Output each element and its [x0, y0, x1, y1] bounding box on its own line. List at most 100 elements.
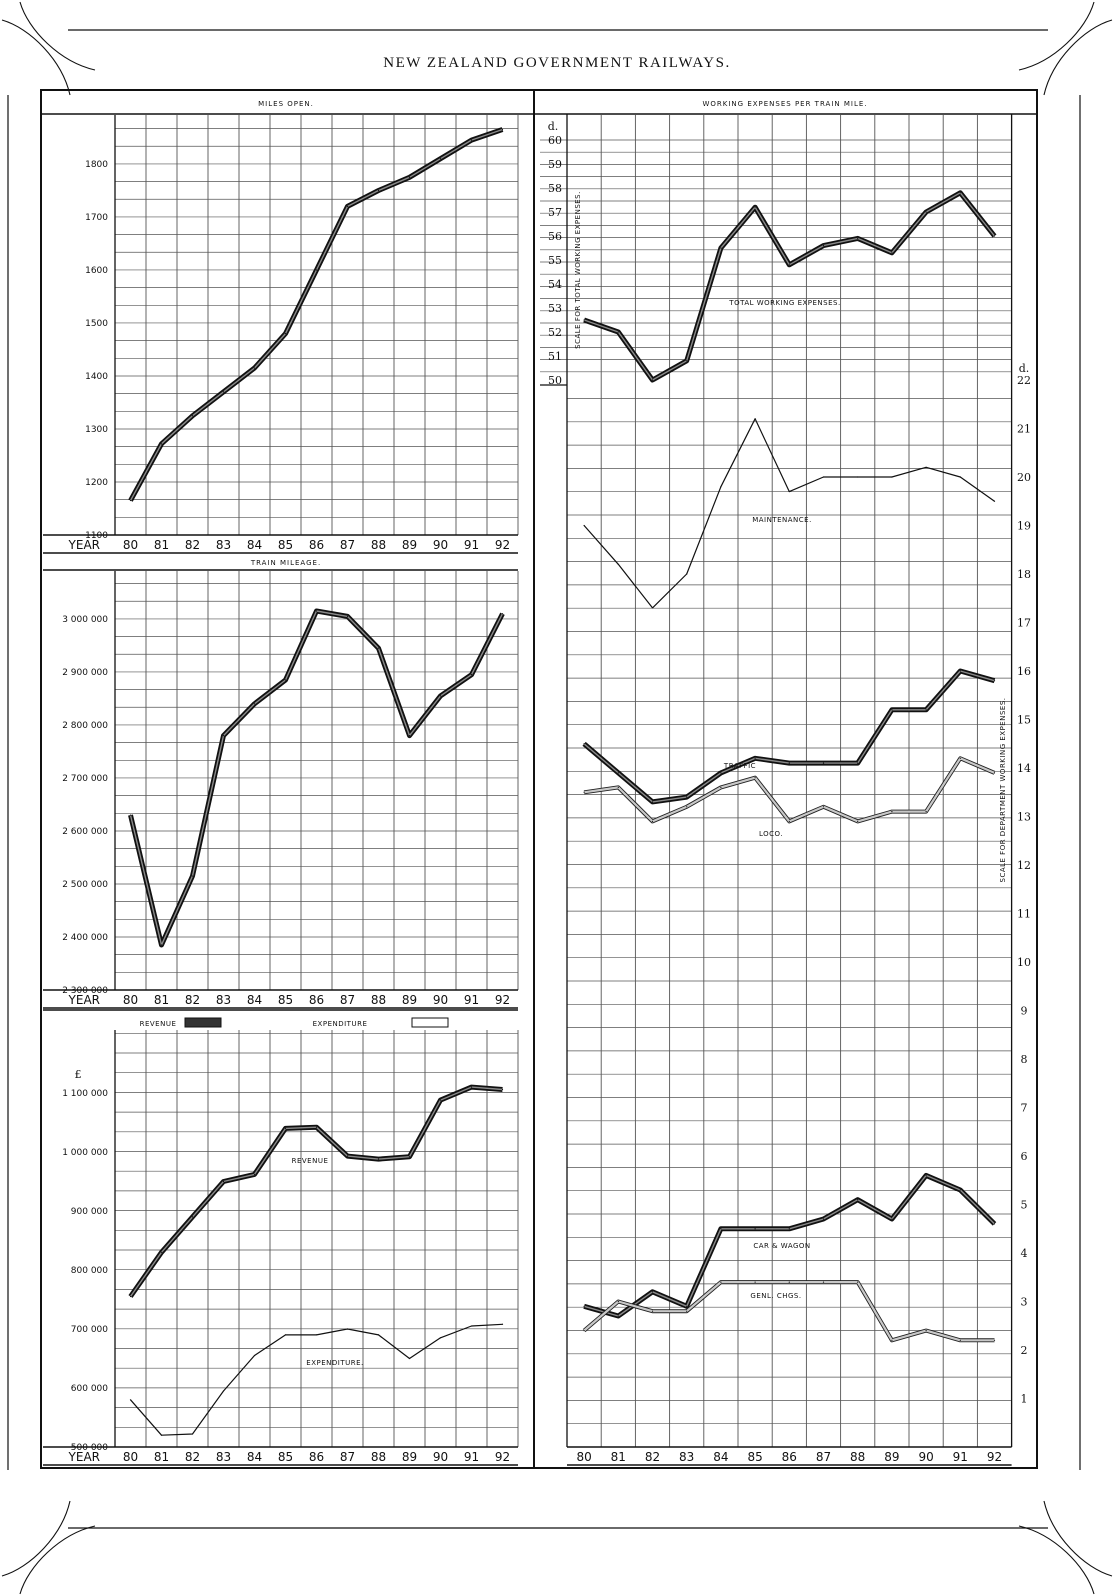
trafficseries-point	[857, 762, 859, 764]
car-wagonseries-point	[583, 1305, 585, 1307]
loco-series-point	[720, 786, 722, 789]
left-scale-tick: 57	[548, 206, 562, 219]
year-tick-label: 82	[185, 1450, 200, 1464]
y-tick-label: 1800	[85, 160, 108, 170]
genl-chgs-series-point	[788, 1281, 790, 1283]
right-scale-tick: 20	[1017, 471, 1031, 484]
year-tick-label: 86	[309, 1450, 324, 1464]
year-axis-label: YEAR	[68, 538, 100, 552]
maintenance-series-point	[925, 466, 927, 468]
train-mileage-series-point	[470, 674, 473, 676]
revenue-series-label: REVENUE	[292, 1157, 329, 1165]
expenditure-series-point	[346, 1328, 349, 1330]
train-mileage-series-point	[129, 814, 132, 816]
total-working-expenses-series-point	[925, 211, 927, 213]
genl-chgs-series-point	[583, 1330, 585, 1332]
revenue-series-point	[284, 1127, 287, 1129]
year-tick-label: 80	[123, 993, 138, 1007]
year-tick-label: 85	[278, 538, 293, 552]
left-scale-tick: 55	[548, 254, 562, 267]
miles-open-series-point	[284, 333, 287, 335]
year-tick-label: 89	[402, 538, 417, 552]
loco-series-point	[822, 806, 825, 808]
loco-series-point	[788, 820, 790, 822]
genl-chgs-series-point	[686, 1310, 688, 1312]
y-tick-label: 800 000	[71, 1266, 108, 1276]
year-tick-label: 89	[402, 993, 417, 1007]
total-working-expenses-series-point	[720, 247, 722, 249]
y-tick-label: 900 000	[71, 1207, 108, 1217]
total-working-expenses-series-point	[754, 206, 756, 208]
trafficseries-point	[959, 670, 961, 672]
maintenance-series-point	[993, 500, 996, 502]
expenditure-series-point	[284, 1334, 287, 1336]
car-wagonseries-point	[959, 1189, 961, 1191]
y-tick-label: 1200	[85, 478, 108, 488]
maintenance-series-point	[754, 418, 756, 420]
revenue-series-point	[315, 1126, 318, 1128]
year-tick-label: 87	[340, 1450, 355, 1464]
year-tick-label: 87	[816, 1450, 831, 1464]
currency-unit: £	[75, 1068, 82, 1081]
chart-title: MILES OPEN.	[258, 100, 314, 108]
miles-open-series-point	[346, 205, 349, 207]
total-working-expenses-series-point	[617, 331, 619, 333]
train-mileage-series-point	[253, 703, 256, 705]
revenue-series-point	[191, 1216, 194, 1218]
revenue-series-point	[346, 1155, 349, 1157]
genl-chgs-series-point	[720, 1281, 722, 1283]
y-tick-label: 2 600 000	[62, 827, 108, 837]
corner-ornament	[1018, 1525, 1095, 1595]
year-tick-label: 92	[987, 1450, 1002, 1464]
y-tick-label: 1500	[85, 319, 108, 329]
year-tick-label: 83	[216, 993, 231, 1007]
car-wagonseries-point	[788, 1228, 790, 1230]
year-tick-label: 84	[247, 1450, 262, 1464]
revenue-series-line-core	[129, 1086, 503, 1297]
left-scale-tick: 58	[548, 182, 562, 195]
left-scale-tick: 51	[548, 350, 562, 363]
trafficseries-point	[651, 801, 654, 803]
expenditure-series-point	[377, 1334, 380, 1336]
total-working-expenses-series-point	[686, 360, 688, 362]
year-tick-label: 91	[464, 993, 479, 1007]
year-tick-label: 82	[645, 1450, 660, 1464]
year-tick-label: 80	[123, 538, 138, 552]
car-wagonseries-point	[993, 1223, 996, 1225]
trafficseries-point	[822, 762, 825, 764]
outer-border	[40, 89, 1038, 1469]
trafficseries-point	[617, 772, 619, 774]
genl-chgs-series-point	[925, 1330, 927, 1332]
loco-series-point	[857, 820, 859, 822]
year-axis-label: YEAR	[68, 1450, 100, 1464]
year-tick-label: 80	[123, 1450, 138, 1464]
year-tick-label: 88	[371, 538, 386, 552]
maintenance-series-point	[720, 486, 722, 488]
maintenance-series-point	[857, 476, 859, 478]
train-mileage-chart: TRAIN MILEAGE. 2 300 000 2 400 000 2 500 00…	[43, 559, 519, 1009]
right-scale-unit: d.	[1019, 362, 1030, 375]
corner-ornament	[1, 19, 71, 96]
year-tick-label: 81	[611, 1450, 626, 1464]
year-tick-label: 90	[918, 1450, 933, 1464]
legend-revenue-swatch	[184, 1017, 222, 1028]
train-mileage-series-point	[439, 695, 442, 697]
year-tick-label: 84	[713, 1450, 728, 1464]
total-working-expenses-series-point	[959, 192, 961, 194]
revenue-series-point	[470, 1086, 473, 1088]
genl-chgs-series-point	[754, 1281, 756, 1283]
car-wagonseries-point	[617, 1315, 619, 1317]
train-mileage-series-point	[315, 610, 318, 612]
expenditure-series-point	[470, 1325, 473, 1327]
train-mileage-series-point	[191, 875, 194, 877]
miles-open-series-point	[160, 443, 163, 445]
car-wagonseries-point	[857, 1199, 859, 1201]
y-tick-label: 2 800 000	[62, 721, 108, 731]
train-mileage-series-point	[284, 679, 287, 681]
expenditure-series-point	[222, 1390, 225, 1392]
year-tick-label: 84	[247, 538, 262, 552]
miles-open-series-point	[501, 128, 504, 131]
revenue-series-point	[160, 1251, 163, 1253]
left-scale-tick: 52	[548, 326, 562, 339]
